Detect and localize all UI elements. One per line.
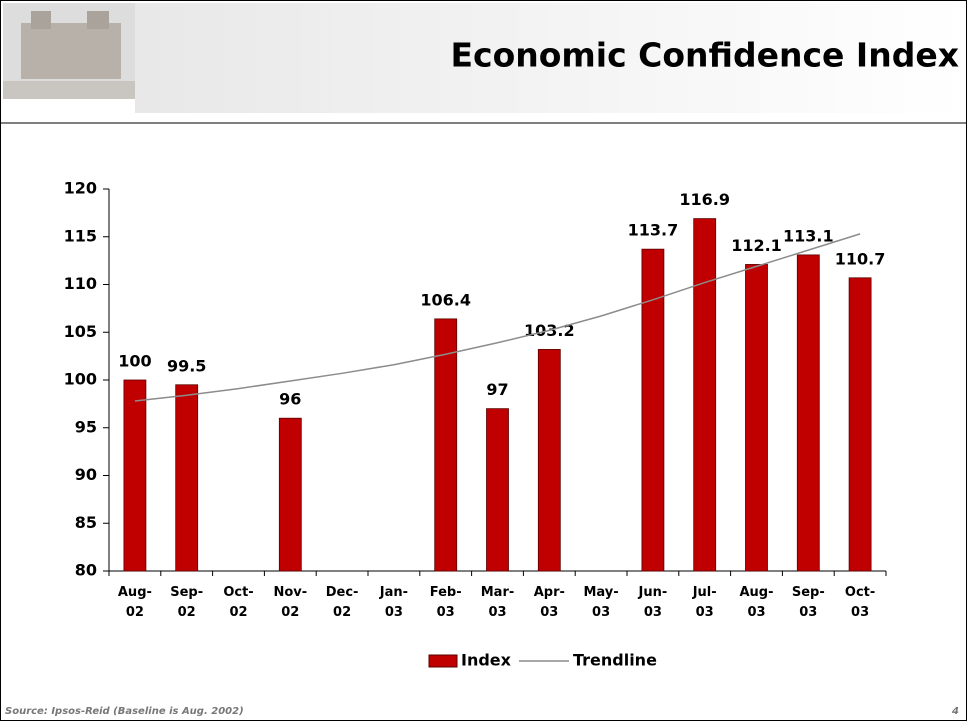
data-label: 113.1: [783, 226, 834, 245]
y-tick-label: 95: [75, 417, 97, 436]
bar: [848, 277, 872, 572]
data-label: 96: [279, 390, 301, 409]
bar: [537, 349, 561, 572]
trendline: [134, 233, 861, 402]
legend-swatch: [428, 654, 458, 668]
y-tick-label: 110: [64, 274, 97, 293]
x-tick-label: Dec-02: [325, 585, 359, 620]
y-tick-label: 100: [64, 370, 97, 389]
data-label: 116.9: [679, 190, 730, 209]
x-tick-label: Sep-03: [791, 585, 825, 620]
bar: [175, 384, 199, 572]
x-tick-label: Mar-03: [480, 585, 515, 620]
y-tick-label: 120: [64, 179, 97, 198]
x-tick-label: Aug-02: [117, 585, 152, 620]
data-label: 100: [118, 352, 151, 371]
x-tick-label: Jan-03: [379, 585, 409, 620]
header-band: [135, 3, 966, 113]
y-tick-label: 85: [75, 513, 97, 532]
bar: [745, 264, 768, 572]
data-label: 106.4: [420, 290, 471, 309]
y-tick-label: 105: [64, 322, 97, 341]
y-tick-label: 80: [75, 561, 97, 580]
y-tick-label: 115: [64, 226, 97, 245]
data-label: 99.5: [167, 356, 206, 375]
x-tick-label: Aug-03: [739, 585, 774, 620]
x-tick-label: Oct-02: [223, 585, 254, 620]
bar: [486, 408, 509, 572]
header-image: [3, 3, 135, 99]
bar: [693, 218, 717, 572]
bar: [278, 417, 302, 572]
legend-label: Trendline: [573, 651, 657, 670]
bar: [641, 248, 665, 572]
x-tick-label: Jun-03: [638, 585, 668, 620]
legend-label: Index: [461, 651, 512, 670]
data-label: 110.7: [835, 249, 886, 268]
page-number: 4: [951, 706, 959, 717]
bar: [796, 254, 820, 572]
x-tick-label: Nov-02: [273, 585, 308, 620]
bar: [123, 379, 147, 572]
x-tick-label: May-03: [583, 585, 619, 620]
source-note: Source: Ipsos-Reid (Baseline is Aug. 200…: [5, 706, 244, 717]
bar: [434, 318, 458, 572]
data-label: 112.1: [731, 236, 782, 255]
data-label: 113.7: [628, 221, 679, 240]
x-tick-label: Jul-03: [692, 585, 717, 620]
slide-title: Economic Confidence Index: [450, 36, 959, 75]
x-tick-label: Feb-03: [429, 585, 462, 620]
y-tick-label: 90: [75, 465, 97, 484]
x-tick-label: Oct-03: [844, 585, 876, 620]
x-tick-label: Sep-02: [170, 585, 204, 620]
x-tick-label: Apr-03: [533, 585, 565, 620]
data-label: 97: [486, 380, 508, 399]
